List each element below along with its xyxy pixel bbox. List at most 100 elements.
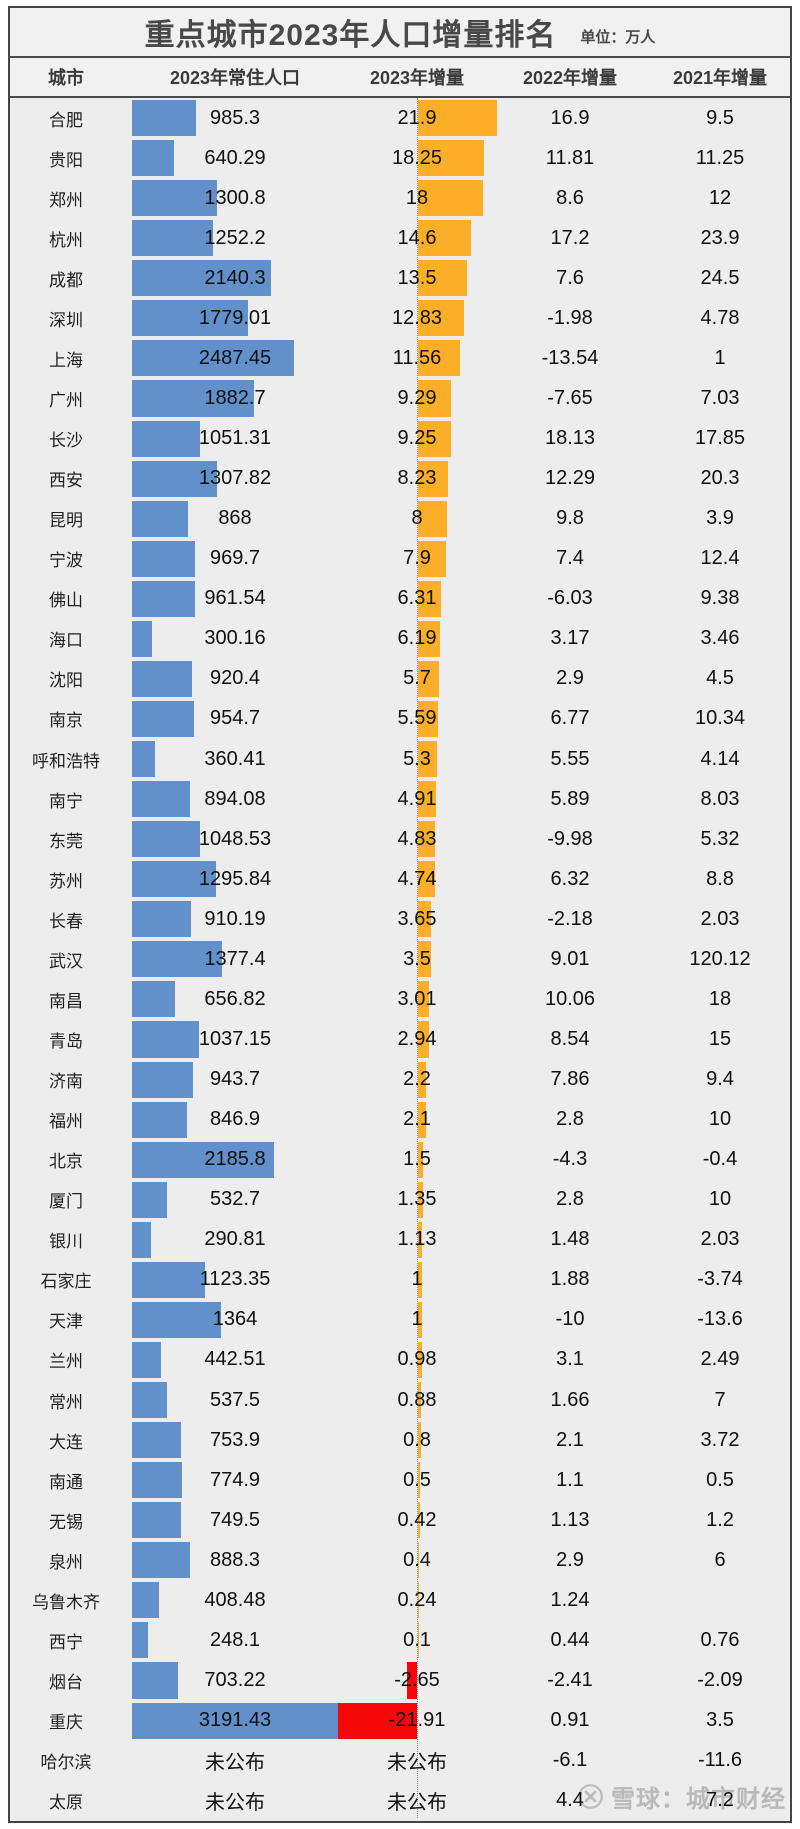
increase-2023-bar <box>418 901 432 938</box>
population-value: 656.82 <box>204 987 266 1010</box>
increase-2023-value: 13.5 <box>397 266 437 289</box>
table-row: 贵阳 640.29 18.25 11.81 11.25 <box>10 138 790 178</box>
population-bar <box>132 380 255 417</box>
table-row: 天津 1364 1 -10 -13.6 <box>10 1300 790 1340</box>
increase-2021-value: 15 <box>708 1027 732 1050</box>
table-row: 杭州 1252.2 14.6 17.2 23.9 <box>10 218 790 258</box>
population-bar <box>132 821 201 858</box>
city-label: 南昌 <box>49 991 83 1011</box>
population-value: 954.7 <box>209 707 261 730</box>
table-row: 南通 774.9 0.5 1.1 0.5 <box>10 1460 790 1500</box>
city-label: 烟台 <box>49 1672 83 1692</box>
population-bar <box>132 340 294 377</box>
increase-2023-bar <box>418 1141 424 1178</box>
increase-2023-value: 5.3 <box>403 747 431 770</box>
increase-2023-bar <box>418 460 448 497</box>
population-value: 1882.7 <box>204 386 266 409</box>
population-value: 920.4 <box>209 667 261 690</box>
increase-2023-bar <box>418 700 439 737</box>
increase-2022-value: 0.91 <box>550 1709 590 1732</box>
population-bar <box>132 420 201 457</box>
increase-2021-value: 0.5 <box>706 1468 734 1491</box>
increase-2021-value: 24.5 <box>700 266 740 289</box>
population-value: 248.1 <box>209 1628 261 1651</box>
population-value: 943.7 <box>209 1068 261 1091</box>
population-value: 290.81 <box>204 1228 266 1251</box>
increase-2023-bar <box>418 540 447 577</box>
population-bar <box>132 100 197 137</box>
city-label: 重庆 <box>49 1713 83 1733</box>
population-bar <box>132 1221 151 1258</box>
population-value: 2140.3 <box>204 266 266 289</box>
increase-2023-bar <box>407 1662 417 1699</box>
population-bar <box>132 1462 183 1499</box>
increase-2023-bar <box>418 1502 420 1539</box>
city-label: 贵阳 <box>49 150 83 170</box>
population-bar <box>132 1141 275 1178</box>
city-label: 上海 <box>49 350 83 370</box>
increase-2021-value: -3.74 <box>697 1268 743 1291</box>
table-row: 呼和浩特 360.41 5.3 5.55 4.14 <box>10 739 790 779</box>
city-label: 南宁 <box>49 791 83 811</box>
increase-2023-bar <box>418 781 436 818</box>
city-label: 天津 <box>49 1312 83 1332</box>
increase-2023-bar <box>418 941 431 978</box>
city-label: 西宁 <box>49 1632 83 1652</box>
city-label: 青岛 <box>49 1031 83 1051</box>
increase-2022-value: 8.54 <box>550 1027 590 1050</box>
header-increase-2021: 2021年增量 <box>672 68 768 88</box>
increase-2023-value: 1.5 <box>403 1148 431 1171</box>
increase-2021-value: 7.03 <box>700 386 740 409</box>
population-bar <box>132 1021 200 1058</box>
increase-2023-bar <box>418 220 471 257</box>
increase-2021-value: 3.72 <box>700 1428 740 1451</box>
population-value: 961.54 <box>204 587 266 610</box>
increase-2023-value: 8.23 <box>397 467 437 490</box>
table-row: 苏州 1295.84 4.74 6.32 8.8 <box>10 859 790 899</box>
city-label: 苏州 <box>49 871 83 891</box>
increase-2021-value: 2.49 <box>700 1348 740 1371</box>
population-value: 1048.53 <box>198 827 272 850</box>
increase-2022-value: -13.54 <box>541 346 599 369</box>
table-row: 烟台 703.22 -2.65 -2.41 -2.09 <box>10 1660 790 1700</box>
increase-2022-value: 9.01 <box>550 947 590 970</box>
increase-2021-value: 4.14 <box>700 747 740 770</box>
increase-2023-value: 9.29 <box>397 386 437 409</box>
increase-2023-bar <box>418 1341 422 1378</box>
increase-2023-bar <box>418 1422 421 1459</box>
increase-2023-bar <box>418 1462 420 1499</box>
increase-2022-value: -4.3 <box>552 1148 588 1171</box>
population-value: 532.7 <box>209 1188 261 1211</box>
table-row: 西安 1307.82 8.23 12.29 20.3 <box>10 459 790 499</box>
increase-2022-value: -10 <box>555 1308 585 1331</box>
table-row: 广州 1882.7 9.29 -7.65 7.03 <box>10 378 790 418</box>
population-value: 1364 <box>212 1308 258 1331</box>
increase-2023-value: 2.2 <box>403 1068 431 1091</box>
increase-2022-value: 2.8 <box>556 1188 584 1211</box>
increase-2023-bar <box>418 500 447 537</box>
table-row: 长沙 1051.31 9.25 18.13 17.85 <box>10 419 790 459</box>
population-bar <box>132 660 192 697</box>
increase-2023-value: 3.5 <box>403 947 431 970</box>
increase-2022-value: -2.18 <box>547 907 593 930</box>
increase-2022-value: -1.98 <box>547 306 593 329</box>
table-row: 西宁 248.1 0.1 0.44 0.76 <box>10 1620 790 1660</box>
watermark: 雪球：城市财经 <box>577 1779 786 1814</box>
increase-2023-value: 1.13 <box>397 1228 437 1251</box>
increase-2022-value: 9.8 <box>556 507 584 530</box>
increase-2022-value: -9.98 <box>547 827 593 850</box>
increase-2023-value: 11.56 <box>392 346 442 369</box>
table-row: 南宁 894.08 4.91 5.89 8.03 <box>10 779 790 819</box>
increase-2022-value: 2.9 <box>556 1548 584 1571</box>
increase-2021-value: 17.85 <box>694 427 746 450</box>
population-value: 985.3 <box>209 106 261 129</box>
table-row: 重庆 3191.43 -21.91 0.91 3.5 <box>10 1701 790 1741</box>
watermark-text: 雪球：城市财经 <box>611 1786 786 1813</box>
increase-2022-value: 5.89 <box>550 787 590 810</box>
increase-2023-value: -2.65 <box>394 1668 440 1691</box>
population-bar <box>132 941 222 978</box>
table-row: 常州 537.5 0.88 1.66 7 <box>10 1380 790 1420</box>
population-value: 2487.45 <box>198 346 272 369</box>
population-bar <box>132 220 214 257</box>
increase-2021-value: 20.3 <box>700 467 740 490</box>
